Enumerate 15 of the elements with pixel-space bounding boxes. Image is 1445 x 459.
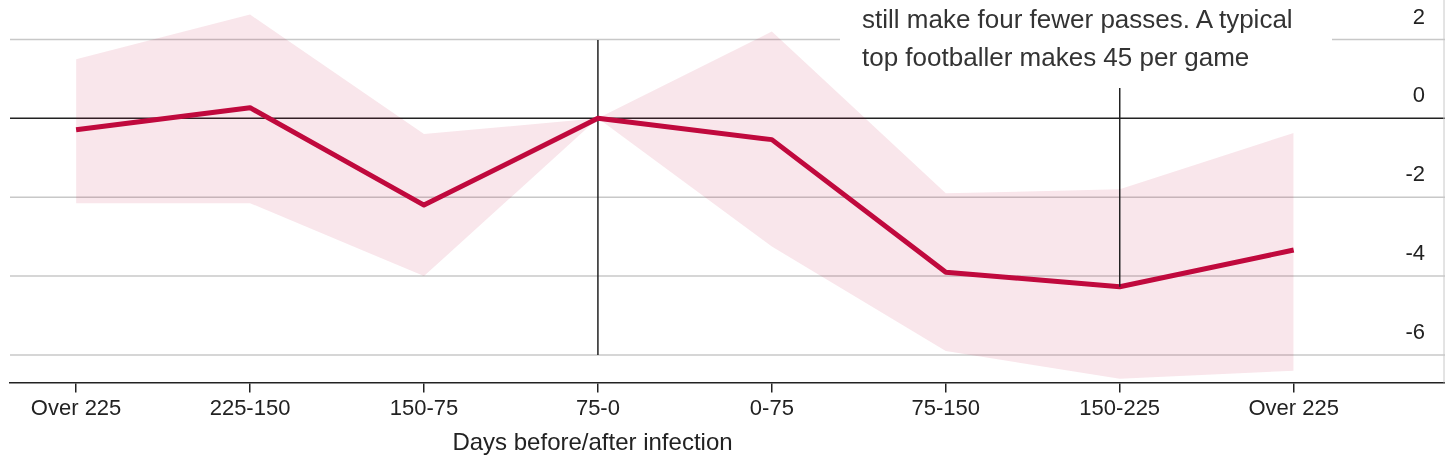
annotation: still make four fewer passes. A typical top footballer makes 45 per game bbox=[840, 0, 1332, 82]
x-tick-label: 75-0 bbox=[575, 394, 620, 420]
y-tick-label: 0 bbox=[1412, 82, 1425, 108]
y-tick-label: 2 bbox=[1412, 3, 1425, 29]
x-tick-label: 75-150 bbox=[911, 394, 981, 420]
x-tick-label: 225-150 bbox=[209, 394, 291, 420]
y-tick-label: -6 bbox=[1405, 319, 1425, 345]
y-tick-label: -2 bbox=[1405, 161, 1425, 187]
y-tick-label: -4 bbox=[1405, 240, 1425, 266]
x-tick-label: Over 225 bbox=[1248, 394, 1339, 420]
x-tick-label: Over 225 bbox=[30, 394, 122, 420]
x-tick-label: 0-75 bbox=[749, 394, 794, 420]
x-axis-title: Days before/after infection bbox=[451, 428, 734, 456]
x-tick-label: 150-225 bbox=[1079, 394, 1161, 420]
x-tick-label: 150-75 bbox=[389, 394, 459, 420]
